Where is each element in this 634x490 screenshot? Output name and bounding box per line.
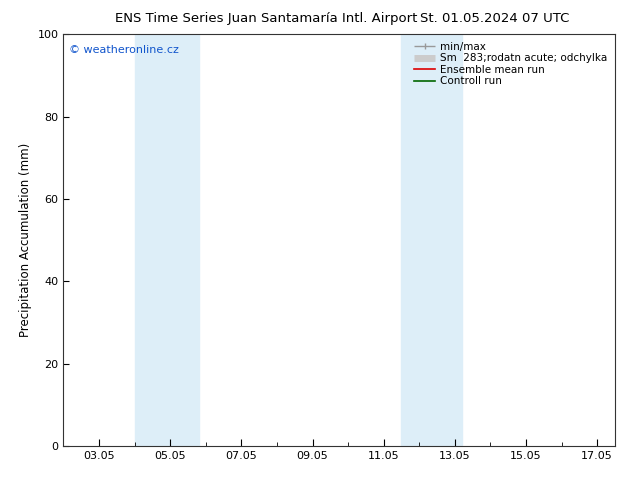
Y-axis label: Precipitation Accumulation (mm): Precipitation Accumulation (mm)	[19, 143, 32, 337]
Bar	[134, 34, 198, 446]
Bar	[401, 34, 462, 446]
Text: © weatheronline.cz: © weatheronline.cz	[69, 45, 179, 54]
Legend: min/max, Sm  283;rodatn acute; odchylka, Ensemble mean run, Controll run: min/max, Sm 283;rodatn acute; odchylka, …	[412, 40, 610, 88]
Text: ENS Time Series Juan Santamaría Intl. Airport: ENS Time Series Juan Santamaría Intl. Ai…	[115, 12, 417, 25]
Text: St. 01.05.2024 07 UTC: St. 01.05.2024 07 UTC	[420, 12, 569, 25]
